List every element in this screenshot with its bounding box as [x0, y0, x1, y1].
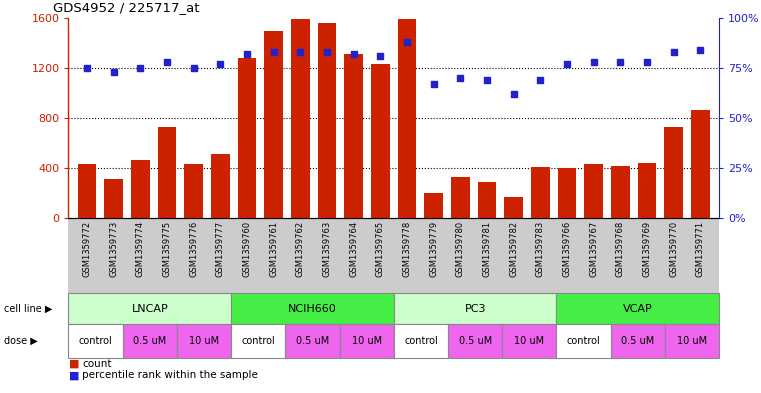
Bar — [691, 110, 710, 218]
Point — [108, 69, 120, 75]
Bar — [664, 127, 683, 218]
Text: 0.5 uM: 0.5 uM — [459, 336, 492, 346]
Point — [454, 75, 466, 81]
Text: 10 uM: 10 uM — [514, 336, 544, 346]
Bar — [505, 197, 523, 218]
Text: 0.5 uM: 0.5 uM — [133, 336, 167, 346]
Text: NCIH660: NCIH660 — [288, 303, 337, 314]
Bar — [131, 160, 150, 218]
Point — [667, 49, 680, 55]
Text: control: control — [404, 336, 438, 346]
Bar — [584, 164, 603, 218]
Bar — [78, 164, 97, 218]
Point — [374, 53, 387, 59]
Bar — [531, 167, 549, 218]
Bar — [238, 58, 256, 218]
Point — [188, 64, 200, 71]
Point — [215, 61, 227, 67]
Text: control: control — [78, 336, 113, 346]
Point — [614, 59, 626, 65]
Text: control: control — [567, 336, 600, 346]
Bar — [398, 19, 416, 218]
Point — [135, 64, 147, 71]
Bar — [451, 177, 470, 218]
Bar — [104, 179, 123, 218]
Bar — [478, 182, 496, 218]
Point — [321, 49, 333, 55]
Bar — [558, 168, 577, 218]
Bar — [211, 154, 230, 218]
Text: ■: ■ — [68, 358, 79, 369]
Point — [268, 49, 280, 55]
Point — [694, 47, 706, 53]
Point — [481, 77, 493, 83]
Text: 10 uM: 10 uM — [352, 336, 382, 346]
Text: count: count — [82, 358, 112, 369]
Text: PC3: PC3 — [464, 303, 486, 314]
Bar — [611, 165, 630, 218]
Text: LNCAP: LNCAP — [132, 303, 168, 314]
Text: GDS4952 / 225717_at: GDS4952 / 225717_at — [53, 1, 200, 14]
Text: cell line ▶: cell line ▶ — [4, 303, 53, 314]
Point — [295, 49, 307, 55]
Point — [641, 59, 653, 65]
Point — [587, 59, 600, 65]
Point — [534, 77, 546, 83]
Point — [508, 91, 520, 97]
Text: 0.5 uM: 0.5 uM — [621, 336, 654, 346]
Point — [561, 61, 573, 67]
Bar — [184, 164, 203, 218]
Bar — [638, 163, 657, 218]
Text: dose ▶: dose ▶ — [4, 336, 37, 346]
Bar — [345, 54, 363, 218]
Text: 10 uM: 10 uM — [677, 336, 707, 346]
Point — [161, 59, 174, 65]
Point — [81, 64, 94, 71]
Text: VCAP: VCAP — [623, 303, 653, 314]
Bar — [425, 193, 443, 218]
Text: control: control — [241, 336, 275, 346]
Bar — [265, 31, 283, 218]
Text: ■: ■ — [68, 370, 79, 380]
Point — [401, 39, 413, 45]
Bar — [291, 19, 310, 218]
Point — [348, 51, 360, 57]
Point — [241, 51, 253, 57]
Text: 0.5 uM: 0.5 uM — [296, 336, 329, 346]
Text: percentile rank within the sample: percentile rank within the sample — [82, 370, 258, 380]
Bar — [158, 127, 177, 218]
Text: 10 uM: 10 uM — [189, 336, 219, 346]
Point — [428, 81, 440, 87]
Bar — [371, 64, 390, 218]
Bar — [318, 23, 336, 218]
